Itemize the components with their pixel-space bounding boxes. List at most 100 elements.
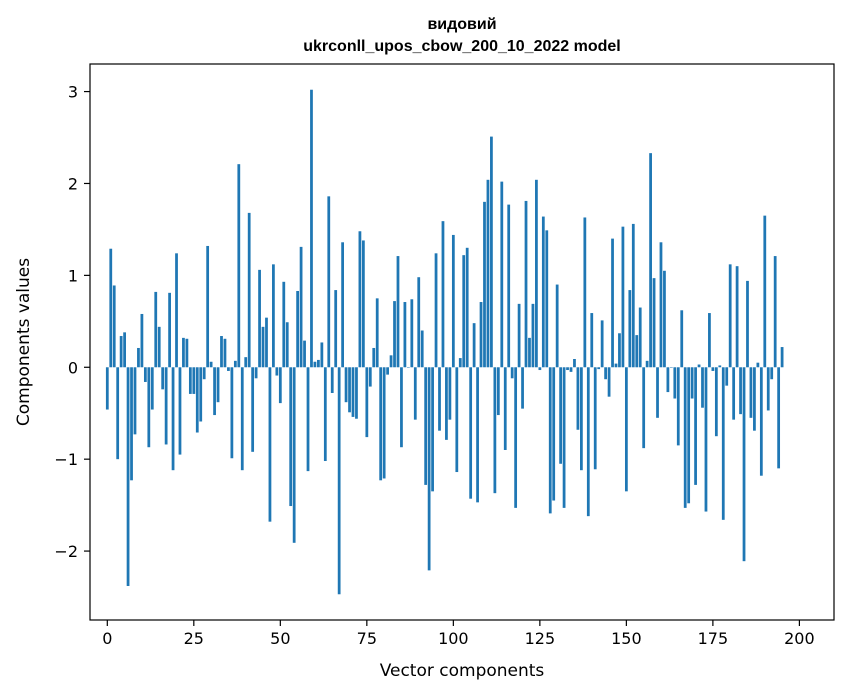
bar: [586, 367, 590, 517]
bar: [240, 367, 244, 471]
bar: [123, 332, 126, 368]
bar: [732, 367, 736, 420]
bar: [431, 367, 434, 492]
bar: [455, 367, 459, 473]
bar: [749, 367, 753, 418]
bar: [355, 367, 358, 419]
bar: [327, 196, 331, 368]
bar: [292, 367, 296, 543]
bar: [496, 367, 500, 416]
bar: [555, 284, 559, 368]
bar: [604, 367, 607, 380]
bar: [396, 256, 400, 368]
bar: [663, 270, 666, 368]
bar: [725, 367, 729, 386]
chart-subtitle: ukrconll_upos_cbow_200_10_2022 model: [303, 38, 620, 55]
bar: [406, 367, 410, 368]
bar: [365, 367, 369, 438]
bar: [126, 367, 130, 586]
bar: [372, 347, 376, 368]
bar: [763, 215, 767, 368]
bar: [711, 367, 715, 371]
bar: [410, 299, 414, 368]
bar: [676, 367, 680, 446]
bar: [708, 313, 711, 368]
bar: [490, 136, 493, 368]
bar: [580, 367, 583, 471]
bar: [109, 248, 113, 368]
bar: [341, 242, 344, 368]
bar: [645, 360, 649, 368]
bar: [150, 367, 154, 410]
x-axis-ticks: 0 25 50 75 100 125 150 175 200: [102, 620, 815, 648]
bar: [503, 367, 507, 450]
bar: [206, 245, 210, 368]
bar: [306, 367, 310, 472]
bar: [164, 367, 168, 445]
bar: [185, 338, 189, 368]
bar: [105, 367, 109, 410]
bar: [320, 342, 324, 368]
bar: [441, 221, 445, 368]
bar: [310, 89, 313, 368]
bar: [469, 367, 473, 499]
bar: [230, 367, 234, 459]
x-tick-label: 75: [357, 629, 377, 648]
bar: [517, 303, 521, 368]
bar: [535, 179, 538, 368]
bar: [382, 367, 386, 479]
bar: [659, 242, 663, 368]
bar: [773, 256, 777, 368]
bar: [631, 223, 635, 368]
bar: [770, 367, 774, 380]
bar: [541, 216, 545, 368]
bar: [400, 367, 403, 448]
bar: [348, 367, 351, 413]
bar: [569, 367, 573, 372]
bar: [704, 367, 708, 512]
bar: [161, 367, 165, 390]
bar: [666, 367, 670, 393]
bar: [531, 303, 535, 368]
bar: [753, 367, 756, 431]
bar: [323, 367, 327, 462]
bar: [216, 367, 220, 403]
bar: [728, 264, 732, 368]
bar: [472, 323, 476, 368]
bar: [157, 326, 161, 368]
bar: [514, 367, 518, 508]
bar: [261, 326, 265, 368]
bar: [590, 313, 594, 368]
bar: [624, 367, 628, 492]
bar: [448, 367, 452, 420]
plot-frame: [89, 63, 835, 621]
bar: [756, 362, 760, 368]
bar: [251, 367, 255, 452]
x-tick-label: 200: [784, 629, 815, 648]
bar: [237, 164, 241, 368]
bar: [209, 361, 213, 368]
bar: [130, 367, 133, 481]
bar: [621, 226, 625, 368]
y-tick-label: 0: [68, 358, 78, 377]
bar: [303, 340, 306, 368]
bar: [642, 367, 646, 449]
bar: [680, 310, 684, 368]
bar: [223, 338, 227, 368]
bar: [379, 367, 383, 481]
x-axis-label: Vector components: [380, 661, 545, 681]
bar: [424, 367, 428, 485]
bar: [133, 367, 137, 435]
bar: [739, 367, 742, 415]
bar: [265, 317, 268, 368]
bar: [233, 360, 237, 368]
bar: [524, 200, 528, 368]
bar: [573, 359, 576, 368]
bar: [368, 367, 372, 387]
bar: [182, 337, 185, 368]
bar: [438, 367, 441, 431]
bar: [451, 234, 455, 368]
bar: [687, 367, 691, 504]
y-axis-label: Components values: [14, 258, 34, 426]
bar: [721, 367, 725, 520]
